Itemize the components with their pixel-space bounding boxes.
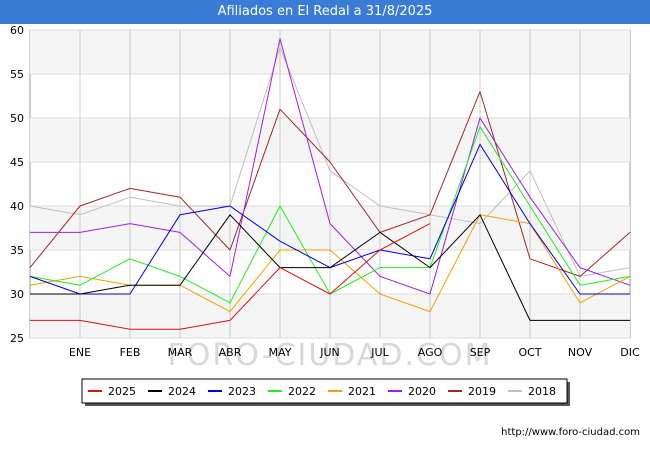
- y-tick-label: 55: [10, 68, 24, 81]
- legend-label-2023: 2023: [228, 385, 256, 398]
- x-tick-label: OCT: [518, 346, 541, 359]
- series-line-2018: [29, 47, 631, 277]
- x-tick-label: MAY: [269, 346, 292, 359]
- y-tick-label: 60: [10, 24, 24, 37]
- y-axis-ticks: 25 30 35 40 45 50 55 60: [10, 24, 24, 345]
- series-line-2024: [30, 214, 630, 321]
- series-line-2025: [30, 223, 431, 330]
- x-tick-label: JUL: [370, 346, 389, 359]
- legend-label-2019: 2019: [468, 385, 496, 398]
- x-tick-label: ENE: [69, 346, 91, 359]
- legend-box: [81, 378, 568, 404]
- legend-label-2025: 2025: [108, 385, 136, 398]
- legend-label-2018: 2018: [528, 385, 556, 398]
- x-tick-label: ABR: [219, 346, 242, 359]
- x-tick-label: NOV: [568, 346, 593, 359]
- watermark-text: FORO-CIUDAD.COM: [168, 338, 493, 373]
- legend-label-2021: 2021: [348, 385, 376, 398]
- x-tick-label: DIC: [620, 346, 640, 359]
- x-axis-ticks: ENE FEB MAR ABR MAY JUN JUL AGO SEP OCT NOV DIC: [69, 346, 640, 359]
- legend: 2025 2024 2023 2022 2021 2020 2019 2018: [81, 378, 570, 406]
- grid-lines: [30, 29, 630, 339]
- series-line-2020: [30, 38, 631, 295]
- series-line-2019: [29, 91, 631, 277]
- x-tick-label: JUN: [319, 346, 340, 359]
- y-tick-label: 25: [10, 332, 24, 345]
- y-tick-label: 30: [10, 288, 24, 301]
- x-tick-label: FEB: [120, 346, 141, 359]
- y-tick-label: 40: [10, 200, 24, 213]
- legend-label-2024: 2024: [168, 385, 196, 398]
- x-tick-label: SEP: [470, 346, 491, 359]
- chart-title: Afiliados en El Redal a 31/8/2025: [0, 0, 650, 24]
- x-tick-label: AGO: [418, 346, 443, 359]
- y-tick-label: 35: [10, 244, 24, 257]
- source-url[interactable]: http://www.foro-ciudad.com: [501, 427, 640, 438]
- x-tick-label: MAR: [168, 346, 193, 359]
- legend-label-2022: 2022: [288, 385, 316, 398]
- y-tick-label: 50: [10, 112, 24, 125]
- series-lines: [29, 38, 631, 330]
- legend-label-2020: 2020: [408, 385, 436, 398]
- y-tick-label: 45: [10, 156, 24, 169]
